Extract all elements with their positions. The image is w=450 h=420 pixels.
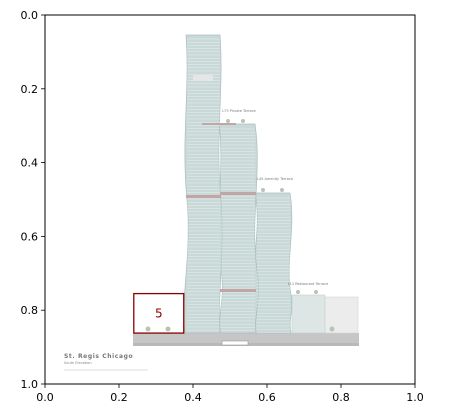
tower-opening (193, 75, 213, 81)
band-terrace (202, 123, 236, 125)
callout-l73: L73 Private Terrace (222, 109, 256, 113)
band-middle-low (220, 289, 256, 292)
y-tick-label: 0.6 (21, 230, 39, 243)
elevation-image: L73 Private Terrace L45 Amenity Terrace … (64, 34, 359, 371)
x-tick-label: 0.6 (258, 391, 276, 404)
floor-lines (187, 38, 290, 333)
y-tick-label: 0.4 (21, 157, 39, 170)
x-tick-label: 0.0 (36, 391, 54, 404)
x-axis: 0.0 0.2 0.4 0.6 0.8 1.0 (36, 384, 424, 404)
y-tick-label: 0.8 (21, 304, 39, 317)
entrance-canopy (221, 340, 249, 346)
x-tick-label: 0.8 (332, 391, 350, 404)
band-west (186, 195, 221, 198)
y-tick-label: 0.0 (21, 9, 39, 22)
drawing-title: St. Regis Chicago (64, 353, 133, 360)
band-middle (220, 192, 256, 195)
axes-frame (44, 14, 416, 385)
x-tick-label: 1.0 (406, 391, 424, 404)
podium-base (133, 333, 359, 345)
y-tick-label: 1.0 (21, 378, 39, 391)
callout-l11: L11 Restaurant Terrace (288, 282, 329, 286)
callout-l45: L45 Amenity Terrace (257, 177, 293, 181)
y-tick-label: 0.2 (21, 83, 39, 96)
y-axis: 0.0 0.2 0.4 0.6 0.8 1.0 (21, 9, 45, 391)
terrace-trees (145, 119, 335, 332)
drawing-subtitle: South Elevation (64, 361, 92, 365)
annotation-box (133, 292, 185, 334)
x-tick-label: 0.4 (184, 391, 202, 404)
right-low-block (321, 296, 359, 334)
terrace-block (291, 294, 326, 334)
x-tick-label: 0.2 (110, 391, 128, 404)
annotation-label: 5 (155, 306, 163, 320)
